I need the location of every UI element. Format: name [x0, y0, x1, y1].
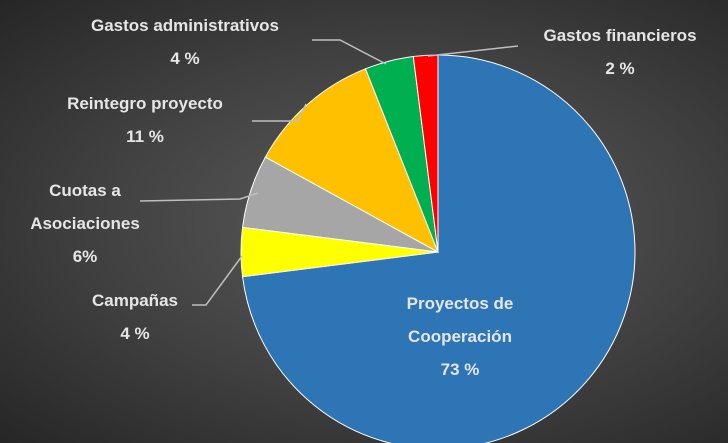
- value-label: 4 %: [120, 324, 150, 343]
- slice-label: Cuotas a Asociaciones 6%: [5, 174, 165, 273]
- value-label: 4 %: [170, 49, 200, 68]
- category-label: Campañas: [92, 291, 178, 310]
- slice-label: Gastos financieros 2 %: [510, 19, 728, 85]
- leader-line: [427, 45, 519, 57]
- value-label: 73 %: [440, 360, 480, 379]
- category-label: Proyectos de Cooperación: [406, 294, 514, 346]
- pie-slice: [241, 54, 636, 443]
- slices: [240, 54, 636, 443]
- slice-label: Campañas 4 %: [80, 284, 190, 350]
- slice-label: Reintegro proyecto 11 %: [25, 87, 265, 153]
- leader-line: [312, 39, 387, 65]
- category-label: Cuotas a Asociaciones: [30, 181, 140, 233]
- leader-line: [252, 103, 307, 122]
- leader-line: [139, 192, 259, 202]
- leader-lines: [139, 39, 519, 306]
- value-label: 11 %: [126, 127, 164, 146]
- slice-label: Proyectos de Cooperación 73 %: [375, 287, 545, 386]
- pie-slice: [264, 68, 439, 254]
- category-label: Reintegro proyecto: [67, 94, 223, 113]
- slice-label: Gastos administrativos 4 %: [45, 9, 325, 75]
- leader-line: [192, 255, 243, 306]
- value-label: 6%: [72, 247, 98, 266]
- category-label: Gastos financieros: [543, 26, 697, 45]
- value-label: 2 %: [605, 59, 635, 78]
- category-label: Gastos administrativos: [90, 16, 279, 35]
